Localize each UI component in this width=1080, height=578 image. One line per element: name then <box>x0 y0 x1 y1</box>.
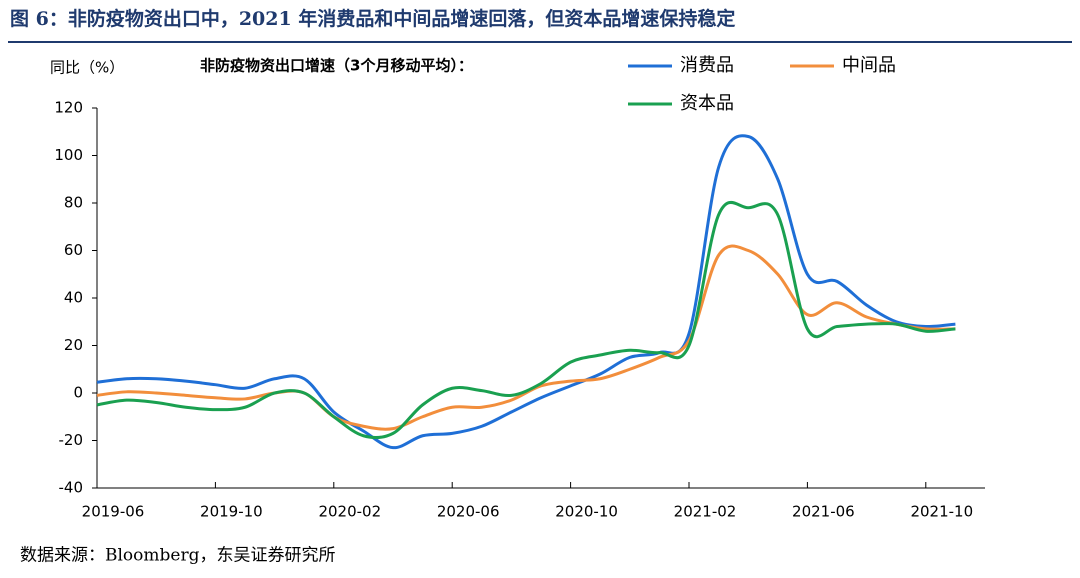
legend-label: 中间品 <box>842 55 896 76</box>
y-axis-label: 同比（%） <box>50 59 124 77</box>
series-line <box>96 244 956 431</box>
series-line <box>96 134 956 450</box>
y-tick-label: 40 <box>64 289 83 307</box>
x-tick-label: 2020-02 <box>318 503 381 521</box>
x-tick-label: 2019-06 <box>82 503 145 521</box>
x-tick-label: 2021-06 <box>792 503 855 521</box>
y-tick-label: -20 <box>59 431 84 449</box>
y-tick-label: 0 <box>73 384 83 402</box>
y-tick-label: 60 <box>64 241 83 259</box>
series-line <box>96 201 956 440</box>
x-tick-label: 2020-06 <box>437 503 500 521</box>
y-tick-label: -40 <box>59 479 84 497</box>
x-tick-label: 2020-10 <box>555 503 618 521</box>
x-tick-label: 2021-02 <box>674 503 737 521</box>
chart-title: 图 6：非防疫物资出口中，2021 年消费品和中间品增速回落，但资本品增速保持稳… <box>10 7 735 30</box>
source: 数据来源：Bloomberg，东吴证券研究所 <box>20 546 335 566</box>
y-tick-label: 20 <box>64 336 83 354</box>
legend-label: 资本品 <box>680 93 734 114</box>
legend-title: 非防疫物资出口增速（3个月移动平均）： <box>200 57 473 75</box>
y-tick-label: 100 <box>54 146 83 164</box>
x-tick-label: 2019-10 <box>200 503 263 521</box>
y-tick-label: 80 <box>64 194 83 212</box>
x-tick-label: 2021-10 <box>910 503 973 521</box>
legend-label: 消费品 <box>680 55 734 76</box>
y-tick-label: 120 <box>54 99 83 117</box>
